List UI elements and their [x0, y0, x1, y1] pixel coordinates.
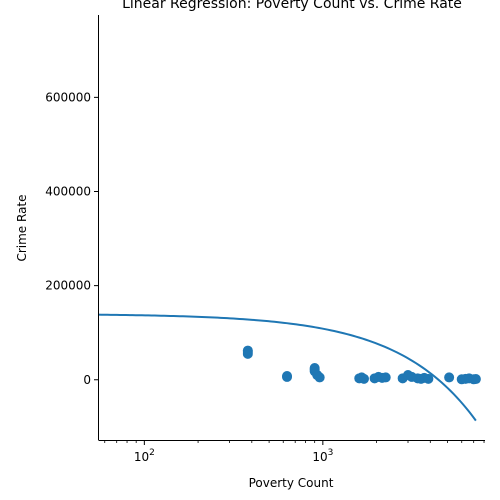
x-axis-label: Poverty Count: [249, 476, 334, 490]
x-tick-label-1: 103: [312, 448, 333, 464]
scatter-points: [242, 345, 481, 385]
y-axis-ticks: 0 200000 400000 600000: [45, 90, 98, 387]
y-tick-label-2: 400000: [45, 184, 91, 198]
y-tick-label-1: 200000: [45, 279, 91, 293]
regression-line: [97, 313, 477, 422]
chart-title: Linear Regression: Poverty Count vs. Cri…: [122, 0, 462, 12]
data-point-16: [380, 372, 391, 383]
y-axis-label: Crime Rate: [15, 194, 29, 261]
data-point-24: [444, 372, 455, 383]
x-tick-label-0: 102: [134, 448, 155, 464]
data-point-9: [314, 372, 325, 383]
x-axis-ticks: 102 103: [104, 440, 485, 464]
regression-path: [97, 313, 477, 422]
data-point-2: [242, 345, 253, 356]
data-point-12: [358, 373, 369, 384]
data-point-4: [282, 370, 293, 381]
data-point-23: [423, 373, 434, 384]
y-tick-label-0: 0: [83, 373, 91, 387]
data-point-29: [470, 374, 481, 385]
y-tick-label-3: 600000: [45, 90, 91, 104]
